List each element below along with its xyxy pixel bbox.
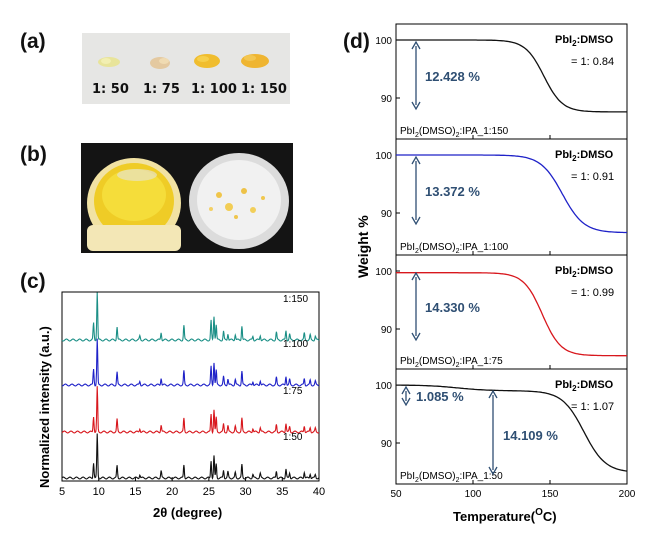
tga-ratio: = 1: 1.07 [571, 401, 614, 413]
tga-x-tick-label: 50 [390, 489, 402, 500]
ratio-label-1-100: 1: 100 [191, 82, 237, 97]
tga-x-tick-label: 200 [619, 489, 636, 500]
tga-x-axis-label: Temperature(OC) [453, 507, 557, 524]
tga-sample-label: PbI2(DMSO)2:IPA_1:150 [400, 126, 509, 139]
xrd-tick-label: 20 [166, 486, 178, 498]
xrd-trace-1-100 [62, 338, 320, 387]
tga-loss-label: 14.109 % [503, 428, 558, 443]
xrd-trace-label: 1:100 [283, 339, 308, 350]
xrd-x-ticks: 5 10 15 20 25 30 35 40 [59, 477, 325, 498]
xrd-tick-label: 40 [313, 486, 325, 498]
tga-loss-arrow-head-up [411, 271, 421, 281]
tga-loss-arrow-head-down [411, 101, 421, 111]
tga-y-tick-label: 90 [381, 439, 393, 450]
xrd-traces: 1:150 1:100 1:75 1:50 [61, 292, 320, 480]
panel-d-label: (d) [343, 30, 370, 53]
tga-loss-arrow-head-up [488, 389, 498, 399]
tga-subpanel-4: 100 90 PbI2:DMSO = 1: 1.07 PbI2(DMSO)2:IPA_1… [375, 368, 628, 485]
tga-curve [396, 39, 627, 113]
tga-x-tick-label: 100 [465, 489, 482, 500]
tga-y-tick-label: 100 [375, 381, 392, 392]
tga-ratio: = 1: 0.84 [571, 56, 614, 68]
vials-photo [81, 143, 293, 253]
tga-loss-arrow-head-down [411, 216, 421, 226]
tga-small-loss-arrow-head-down [401, 397, 411, 407]
powder-photo [82, 33, 290, 104]
tga-x-tick-label: 150 [542, 489, 559, 500]
tga-frame [395, 368, 628, 485]
tga-y-axis-label: Weight % [355, 215, 371, 278]
powder-piles-illustration [98, 54, 269, 69]
tga-subpanel-3: 100 90 PbI2:DMSO = 1: 0.99 PbI2(DMSO)2:IPA_1… [375, 254, 628, 370]
xrd-trace-label: 1:150 [283, 294, 308, 305]
tga-subpanel-2: 100 90 PbI2:DMSO = 1: 0.91 PbI2(DMSO)2:IPA_1… [375, 138, 628, 256]
tga-y-tick-label: 100 [375, 36, 392, 47]
xrd-tick-label: 10 [93, 486, 105, 498]
tga-ratio: = 1: 0.91 [571, 171, 614, 183]
tga-loss-arrow-head-up [411, 40, 421, 50]
tga-y-tick-label: 90 [381, 94, 393, 105]
tga-y-tick-label: 100 [375, 267, 392, 278]
vials-illustration [81, 143, 293, 253]
tga-loss-arrow-head-up [411, 155, 421, 165]
tga-sample-label: PbI2(DMSO)2:IPA_1:50 [400, 471, 503, 484]
tga-y-tick-label: 90 [381, 209, 393, 220]
xrd-x-axis-label: 2θ (degree) [153, 505, 222, 520]
tga-curve [396, 272, 627, 357]
tga-header: PbI2:DMSO [555, 149, 614, 163]
tga-y-tick-label: 100 [375, 151, 392, 162]
xrd-tick-label: 30 [239, 486, 251, 498]
xrd-frame [61, 291, 320, 482]
xrd-tick-label: 15 [129, 486, 141, 498]
tga-ratio: = 1: 0.99 [571, 287, 614, 299]
tga-loss-arrow-head-down [411, 332, 421, 342]
tga-curve [396, 154, 627, 234]
xrd-tick-label: 25 [203, 486, 215, 498]
xrd-trace-label: 1:75 [283, 386, 303, 397]
tga-y-tick-label: 90 [381, 325, 393, 336]
panel-c-label: (c) [20, 270, 46, 293]
xrd-trace-label: 1:50 [283, 432, 303, 443]
tga-small-loss-arrow-head-up [401, 385, 411, 395]
tga-loss-label: 12.428 % [425, 69, 480, 84]
tga-loss-label: 13.372 % [425, 184, 480, 199]
tga-curve [396, 384, 628, 472]
panel-b-label: (b) [20, 143, 47, 166]
tga-header: PbI2:DMSO [555, 34, 614, 48]
tga-header: PbI2:DMSO [555, 379, 614, 393]
tga-sample-label: PbI2(DMSO)2:IPA_1:75 [400, 356, 503, 369]
tga-subpanel-1: 100 90 PbI2:DMSO = 1: 0.84 PbI2(DMSO)2:IPA_1… [375, 23, 628, 140]
tga-loss-label: 14.330 % [425, 300, 480, 315]
xrd-tick-label: 35 [276, 486, 288, 498]
tga-frames: 100 90 PbI2:DMSO = 1: 0.84 PbI2(DMSO)2:IPA_1… [375, 23, 636, 500]
tga-loss-arrow-head-down [488, 466, 498, 476]
xrd-tick-label: 5 [59, 486, 65, 498]
ratio-label-1-150: 1: 150 [241, 82, 287, 97]
ratio-label-1-75: 1: 75 [143, 82, 180, 97]
xrd-trace-1-75 [61, 386, 320, 435]
tga-header: PbI2:DMSO [555, 265, 614, 279]
ratio-label-1-50: 1: 50 [92, 82, 129, 97]
xrd-y-axis-label: Normalized intensity (a.u.) [37, 326, 52, 488]
xrd-trace-1-150 [61, 292, 320, 342]
panel-a-label: (a) [20, 30, 46, 53]
xrd-trace-1-50 [61, 433, 320, 480]
tga-small-loss-label: 1.085 % [416, 389, 464, 404]
tga-sample-label: PbI2(DMSO)2:IPA_1:100 [400, 242, 509, 255]
